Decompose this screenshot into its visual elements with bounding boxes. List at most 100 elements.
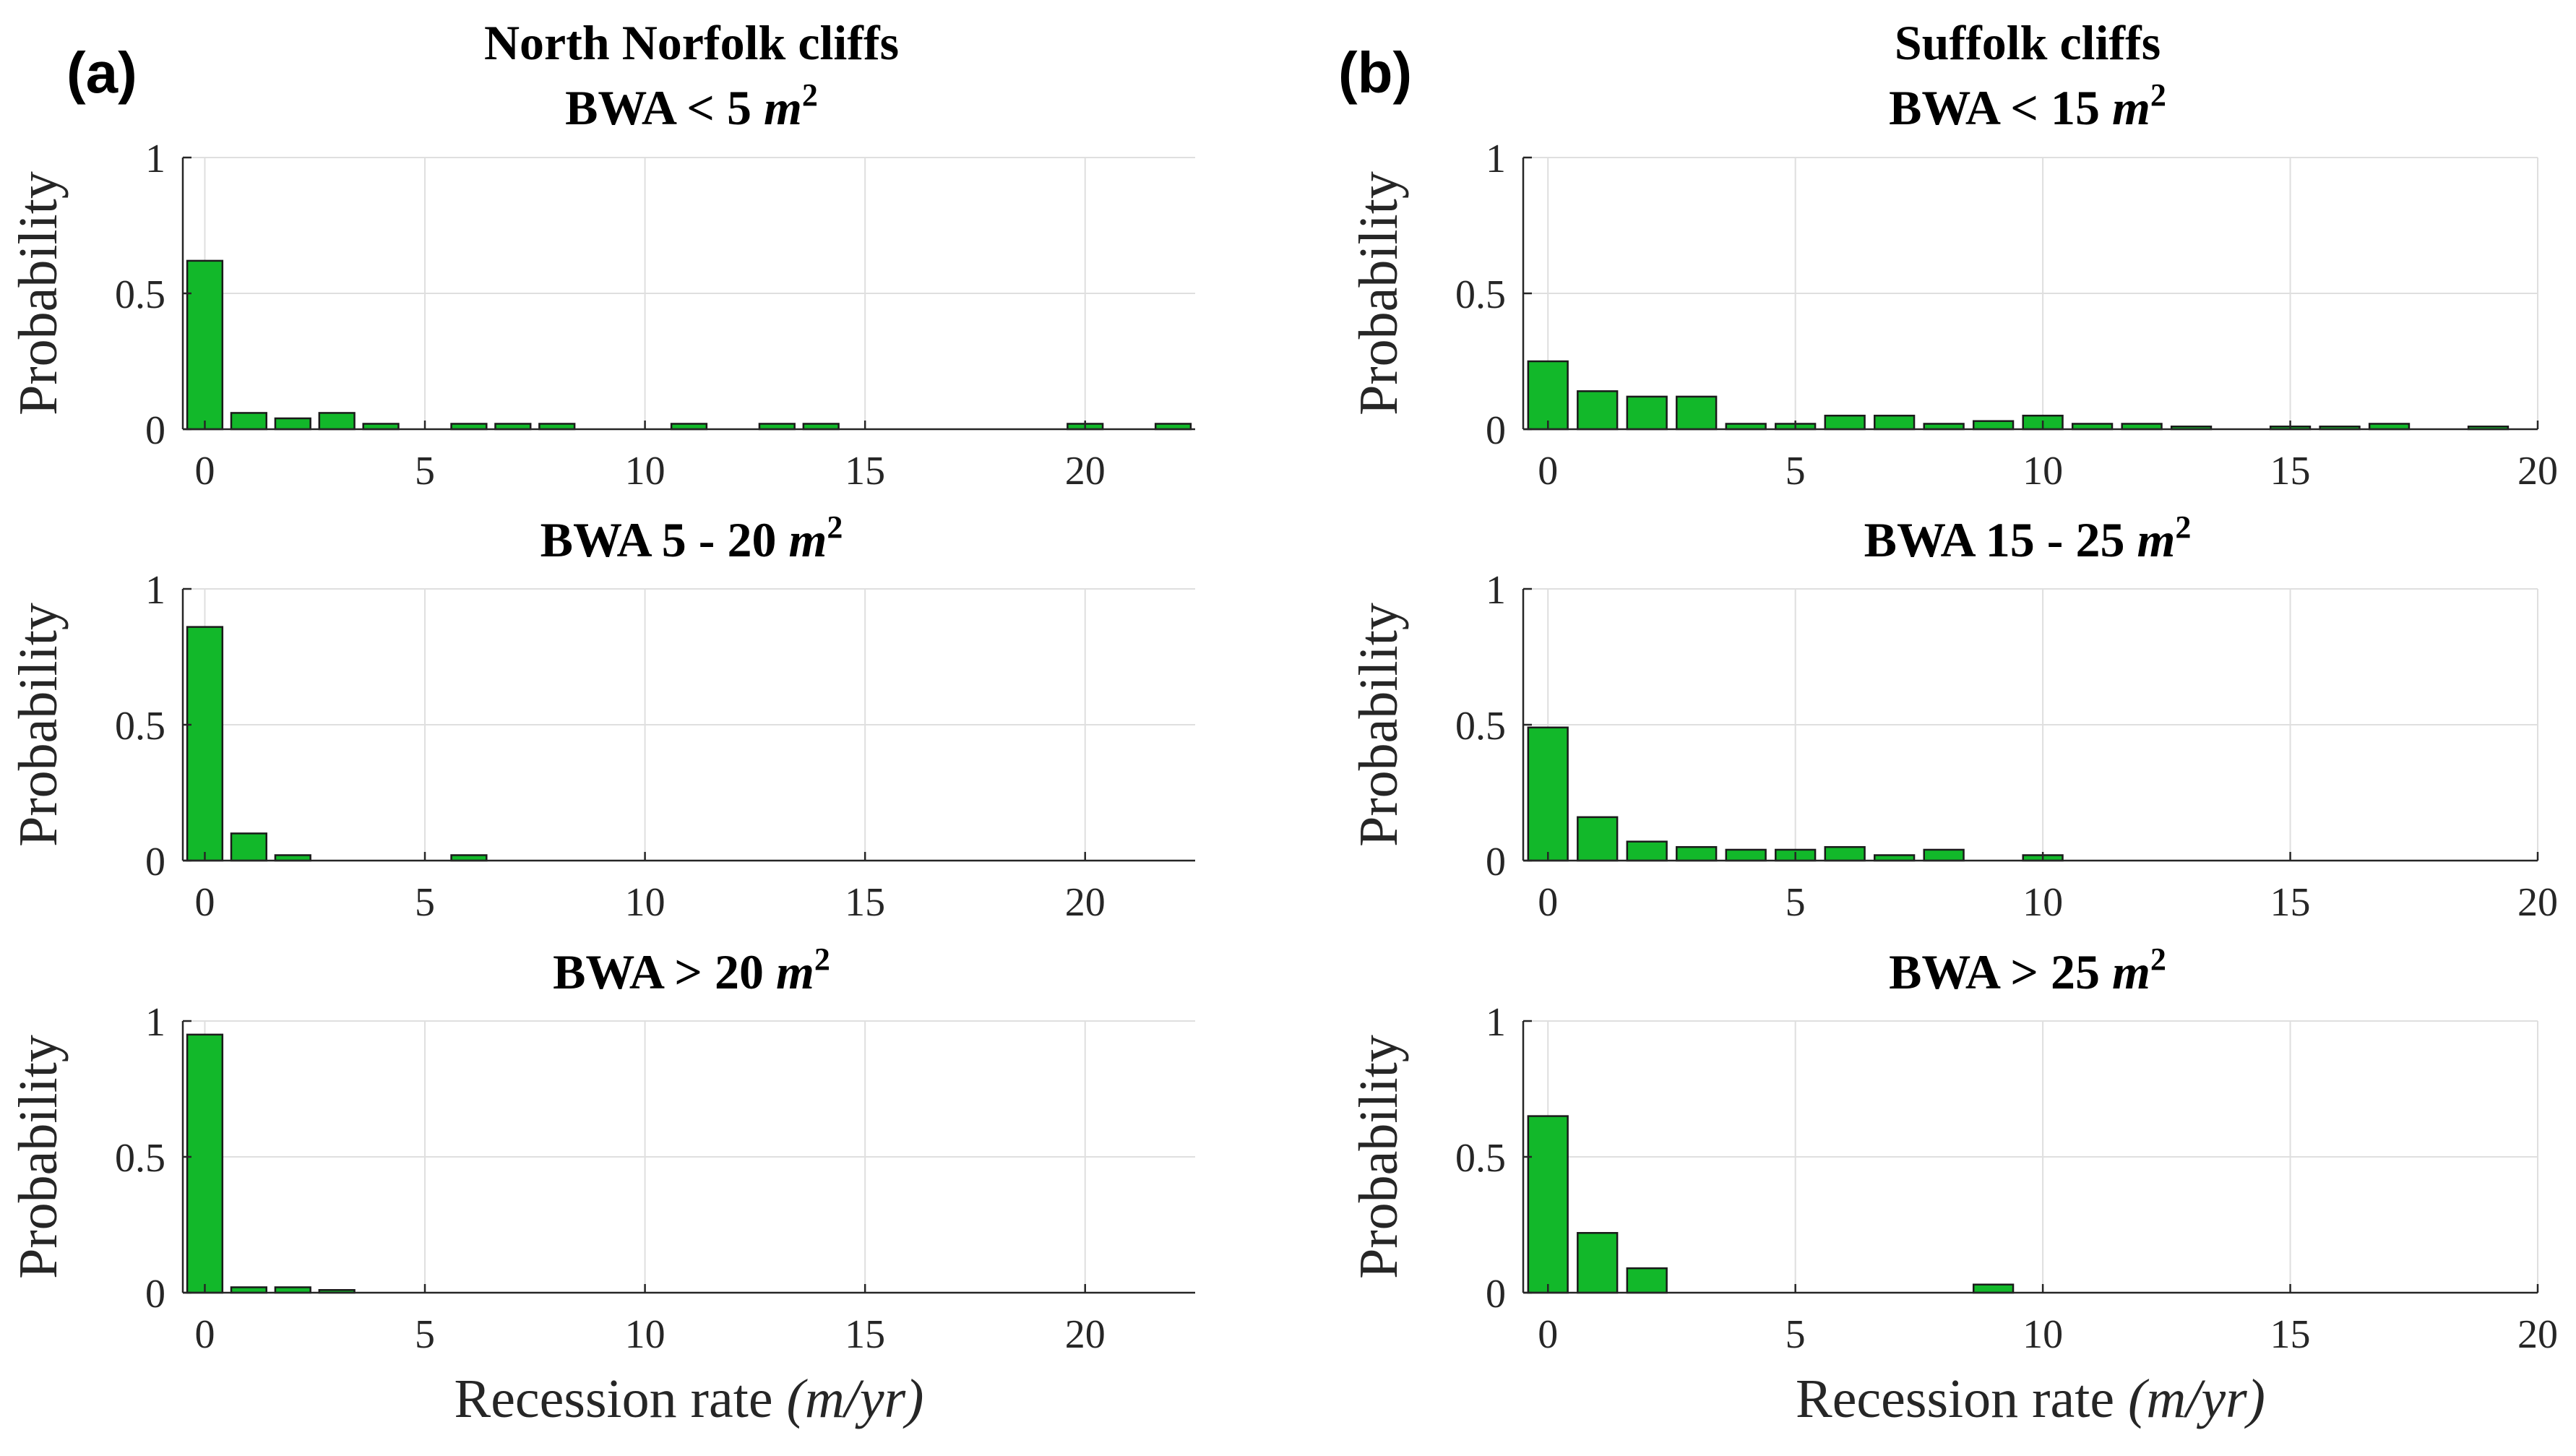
bar-x-2 [274, 417, 311, 431]
bar-x-7 [1874, 414, 1916, 431]
x-axis-label-text: Recession rate [455, 1369, 787, 1429]
x-tick-label: 15 [2270, 880, 2311, 925]
x-axis-label-text: Recession rate [1796, 1369, 2128, 1429]
subplot-title-text: BWA > 25 [1889, 944, 2112, 999]
subplot-suffolk-bwa-lt-15: 0 5 10 15 20 0 0.5 1 Probability BWA < 15 m2 [1348, 77, 2558, 494]
x-tick-label: 5 [1785, 1312, 1806, 1357]
bar-x-6 [1824, 414, 1866, 431]
y-tick-label: 1 [1486, 137, 1506, 181]
subplot-title: BWA > 20 m2 [553, 942, 830, 999]
x-tick-label: 0 [1538, 449, 1558, 494]
x-tick-label: 20 [2517, 880, 2558, 925]
x-tick-label: 10 [2023, 1312, 2063, 1357]
x-tick-label: 5 [415, 880, 435, 925]
bar-x-3 [1676, 845, 1718, 862]
subplot-suffolk-bwa-gt-25: 0 5 10 15 20 0 0.5 1 Probability BWA > 25 m2 Reces… [1348, 942, 2558, 1429]
bar-x-4 [1725, 848, 1767, 862]
panel-letter-a: (a) [66, 40, 137, 105]
y-tick-label: 1 [145, 568, 165, 613]
x-tick-label: 15 [2270, 449, 2311, 494]
bar-x-2 [1626, 395, 1668, 431]
subplot-north-norfolk-bwa-5-20: 0 5 10 15 20 0 0.5 1 Probability BWA 5 - 20 m2 [8, 509, 1195, 925]
x-tick-label: 10 [625, 1312, 665, 1357]
subplot-title-exponent: 2 [2150, 77, 2166, 113]
x-tick-label: 0 [194, 880, 215, 925]
x-tick-label: 15 [845, 449, 885, 494]
x-tick-label: 10 [625, 880, 665, 925]
x-tick-label: 20 [1065, 449, 1106, 494]
subplot-title-unit: m [2137, 512, 2175, 567]
bar-x-8 [1923, 848, 1965, 862]
y-tick-label: 0.5 [115, 272, 165, 317]
x-tick-label: 5 [1785, 880, 1806, 925]
x-axis-label: Recession rate (m/yr) [1796, 1369, 2265, 1429]
x-tick-label: 20 [1065, 880, 1106, 925]
x-tick-label: 0 [1538, 1312, 1558, 1357]
subplot-title-unit: m [2112, 80, 2150, 135]
subplot-title-text: BWA < 15 [1889, 80, 2112, 135]
x-tick-label: 15 [2270, 1312, 2311, 1357]
subplot-title: BWA < 5 m2 [565, 77, 818, 135]
y-tick-label: 0.5 [1455, 704, 1506, 749]
bar-x-1 [1577, 1232, 1619, 1294]
y-tick-label: 0.5 [115, 704, 165, 749]
bar-x-0 [186, 626, 224, 862]
x-tick-label: 20 [1065, 1312, 1106, 1357]
x-axis-label-unit: (m/yr) [2128, 1369, 2265, 1429]
x-axis-label: Recession rate (m/yr) [455, 1369, 924, 1429]
x-tick-label: 15 [845, 880, 885, 925]
bar-x-0 [186, 1033, 224, 1294]
x-tick-label: 5 [415, 449, 435, 494]
bar-x-0 [1527, 1115, 1569, 1294]
subplot-title-text: BWA < 5 [565, 80, 764, 135]
bar-x-0 [186, 259, 224, 431]
y-tick-label: 1 [145, 137, 165, 181]
x-tick-label: 20 [2517, 1312, 2558, 1357]
subplot-title: BWA 15 - 25 m2 [1864, 509, 2192, 567]
subplot-title-unit: m [764, 80, 802, 135]
y-tick-label: 0.5 [1455, 1136, 1506, 1181]
subplot-title-text: BWA > 20 [553, 944, 776, 999]
x-tick-label: 20 [2517, 449, 2558, 494]
subplot-title-unit: m [776, 944, 814, 999]
subplot-title-exponent: 2 [802, 77, 818, 113]
y-axis-label: Probability [1348, 171, 1409, 415]
bar-x-0 [1527, 360, 1569, 431]
subplot-title: BWA 5 - 20 m2 [540, 509, 843, 567]
subplot-title-unit: m [2112, 944, 2150, 999]
subplot-north-norfolk-bwa-lt-5: 0 5 10 15 20 0 0.5 1 Probability BWA < 5 m2 [8, 77, 1195, 494]
y-tick-label: 0 [145, 408, 165, 453]
y-axis-label: Probability [8, 603, 69, 847]
bar-x-9 [1972, 420, 2015, 431]
y-axis-label: Probability [1348, 1035, 1409, 1279]
bar-x-9 [1972, 1283, 2015, 1294]
x-tick-label: 10 [2023, 880, 2063, 925]
subplot-title-text: BWA 5 - 20 [540, 512, 789, 567]
y-tick-label: 1 [145, 1000, 165, 1045]
bar-x-1 [1577, 390, 1619, 431]
y-tick-label: 0 [1486, 840, 1506, 884]
bar-x-2 [1626, 840, 1668, 862]
y-tick-label: 0.5 [1455, 272, 1506, 317]
subplot-title-exponent: 2 [2175, 509, 2191, 545]
bar-x-0 [1527, 726, 1569, 862]
y-tick-label: 0 [145, 840, 165, 884]
column-title-suffolk: Suffolk cliffs [1895, 15, 2161, 70]
x-axis-label-unit: (m/yr) [787, 1369, 924, 1429]
x-tick-label: 0 [194, 449, 215, 494]
subplot-north-norfolk-bwa-gt-20: 0 5 10 15 20 0 0.5 1 Probability BWA > 20 m2 Reces… [8, 942, 1195, 1429]
y-axis-label: Probability [8, 1035, 69, 1279]
bar-x-1 [1577, 816, 1619, 862]
x-tick-label: 5 [415, 1312, 435, 1357]
subplot-title: BWA < 15 m2 [1889, 77, 2166, 135]
subplot-title-exponent: 2 [814, 942, 830, 977]
column-title-north-norfolk: North Norfolk cliffs [484, 15, 899, 70]
panel-letter-b: (b) [1338, 40, 1412, 105]
x-tick-label: 15 [845, 1312, 885, 1357]
bar-x-1 [230, 412, 267, 431]
subplot-title-exponent: 2 [2150, 942, 2166, 977]
bar-x-3 [1676, 395, 1718, 431]
x-tick-label: 10 [2023, 449, 2063, 494]
